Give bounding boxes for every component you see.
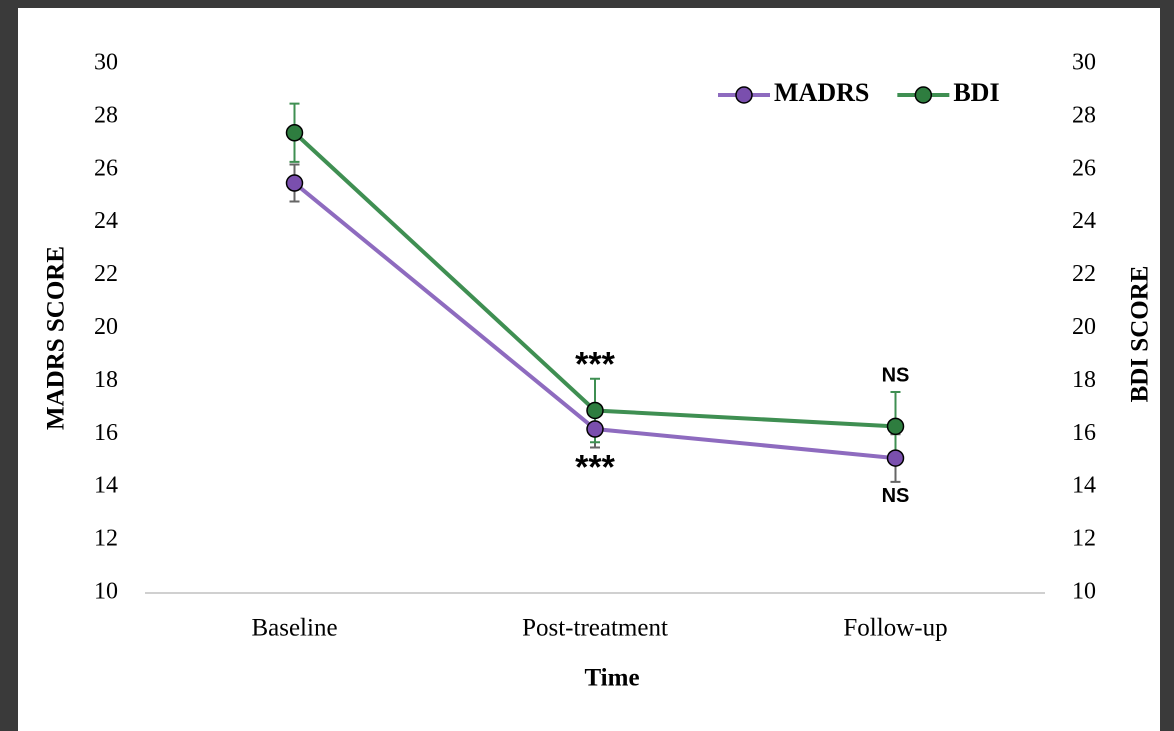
y2-tick-label: 14 bbox=[1072, 473, 1096, 499]
y2-tick-label: 26 bbox=[1072, 155, 1096, 181]
legend-marker bbox=[914, 86, 933, 104]
y2-tick-label: 18 bbox=[1072, 367, 1096, 393]
y-tick-label: 22 bbox=[94, 261, 118, 287]
annotation: NS bbox=[882, 364, 910, 386]
y2-tick-label: 20 bbox=[1072, 314, 1096, 340]
y-axis-title: MADRS SCORE bbox=[43, 246, 70, 430]
x-axis-title: Time bbox=[584, 665, 639, 692]
marker bbox=[285, 124, 304, 142]
marker bbox=[586, 420, 604, 438]
y2-tick-label: 12 bbox=[1072, 526, 1096, 552]
y-tick-label: 16 bbox=[94, 420, 118, 446]
y-tick-label: 26 bbox=[94, 155, 118, 181]
y2-tick-label: 10 bbox=[1072, 579, 1096, 605]
marker bbox=[886, 449, 905, 467]
legend-label: MADRS bbox=[774, 78, 869, 107]
y-tick-label: 10 bbox=[94, 579, 118, 605]
annotation: *** bbox=[575, 346, 615, 384]
chart-background bbox=[18, 8, 1160, 731]
x-tick-label: Post-treatment bbox=[522, 615, 668, 642]
y-tick-label: 18 bbox=[94, 367, 118, 393]
x-tick-label: Follow-up bbox=[843, 615, 947, 642]
legend-marker bbox=[735, 86, 753, 104]
legend-label: BDI bbox=[953, 78, 999, 107]
y2-tick-label: 22 bbox=[1072, 261, 1096, 287]
x-tick-label: Baseline bbox=[251, 615, 337, 642]
marker bbox=[586, 401, 604, 420]
annotation: *** bbox=[575, 449, 615, 487]
y-tick-label: 20 bbox=[94, 314, 118, 340]
y2-axis-title: BDI SCORE bbox=[1127, 266, 1154, 403]
y2-tick-label: 28 bbox=[1072, 102, 1096, 128]
y-tick-label: 28 bbox=[94, 102, 118, 128]
y2-tick-label: 16 bbox=[1072, 420, 1096, 446]
marker bbox=[285, 174, 304, 192]
y-tick-label: 24 bbox=[94, 208, 118, 234]
annotation: NS bbox=[882, 485, 910, 507]
y-tick-label: 12 bbox=[94, 526, 118, 552]
y2-tick-label: 24 bbox=[1072, 208, 1096, 234]
y-tick-label: 14 bbox=[94, 473, 118, 499]
y-tick-label: 30 bbox=[94, 50, 118, 76]
y2-tick-label: 30 bbox=[1072, 50, 1096, 76]
marker bbox=[886, 417, 905, 436]
